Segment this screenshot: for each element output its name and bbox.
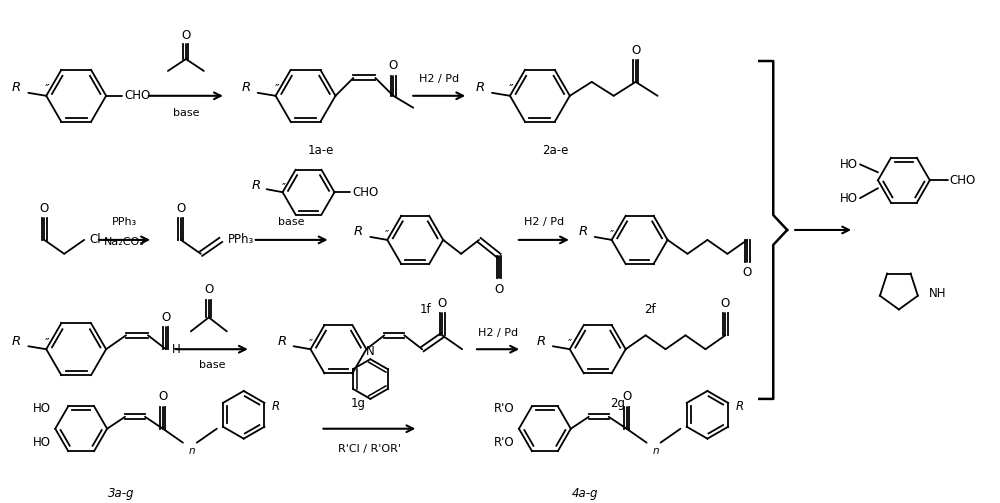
Text: ″: ″ [568,338,572,348]
Text: H: H [172,343,181,356]
Text: R: R [537,335,546,348]
Text: ″: ″ [282,182,286,192]
Text: R: R [579,225,588,238]
Text: O: O [631,44,640,56]
Text: R: R [277,335,287,348]
Text: O: O [438,297,447,310]
Text: R: R [251,179,261,192]
Text: ″: ″ [274,83,279,97]
Text: base: base [173,108,199,118]
Text: HO: HO [840,158,858,171]
Text: 2f: 2f [644,303,655,316]
Text: R: R [241,81,251,95]
Text: O: O [389,59,398,72]
Text: n: n [189,446,195,456]
Text: N: N [366,345,375,358]
Text: base: base [199,360,225,370]
Text: O: O [494,283,504,296]
Text: R'Cl / R'OR': R'Cl / R'OR' [338,444,401,454]
Text: NH: NH [929,287,946,300]
Text: R: R [354,225,363,238]
Text: R: R [476,81,485,95]
Text: O: O [176,202,186,215]
Text: HO: HO [33,436,51,449]
Text: PPh₃: PPh₃ [111,217,137,227]
Text: Na₂CO₃: Na₂CO₃ [104,237,144,247]
Text: 4a-g: 4a-g [572,487,598,500]
Text: R: R [735,400,743,413]
Text: O: O [622,390,631,403]
Text: R: R [12,335,21,348]
Text: H2 / Pd: H2 / Pd [478,328,518,339]
Text: ″: ″ [45,337,50,350]
Text: PPh₃: PPh₃ [228,233,254,246]
Text: 1f: 1f [419,303,431,316]
Text: R: R [12,81,21,95]
Text: H2 / Pd: H2 / Pd [419,74,459,84]
Text: O: O [181,29,190,42]
Text: n: n [653,446,659,456]
Text: base: base [278,217,305,227]
Text: O: O [721,297,730,310]
Text: ″: ″ [45,83,50,97]
Text: O: O [40,202,49,215]
Text: O: O [204,283,213,296]
Text: O: O [158,390,168,403]
Text: R'O: R'O [494,402,515,415]
Text: 3a-g: 3a-g [108,487,134,500]
Text: ″: ″ [509,83,513,97]
Text: ″: ″ [610,229,614,239]
Text: 2g: 2g [610,397,625,410]
Text: 1g: 1g [351,397,366,410]
Text: 2a-e: 2a-e [542,144,568,157]
Text: Cl: Cl [89,233,101,246]
Text: O: O [743,266,752,279]
Text: R'O: R'O [494,436,515,449]
Text: HO: HO [33,402,51,415]
Text: H2 / Pd: H2 / Pd [524,217,564,227]
Text: CHO: CHO [352,186,379,199]
Text: R: R [272,400,280,413]
Text: 1a-e: 1a-e [307,144,334,157]
Text: CHO: CHO [124,90,150,102]
Text: CHO: CHO [950,174,976,187]
Text: HO: HO [840,192,858,205]
Text: ″: ″ [385,229,389,239]
Text: ″: ″ [308,338,313,348]
Text: O: O [161,311,171,324]
